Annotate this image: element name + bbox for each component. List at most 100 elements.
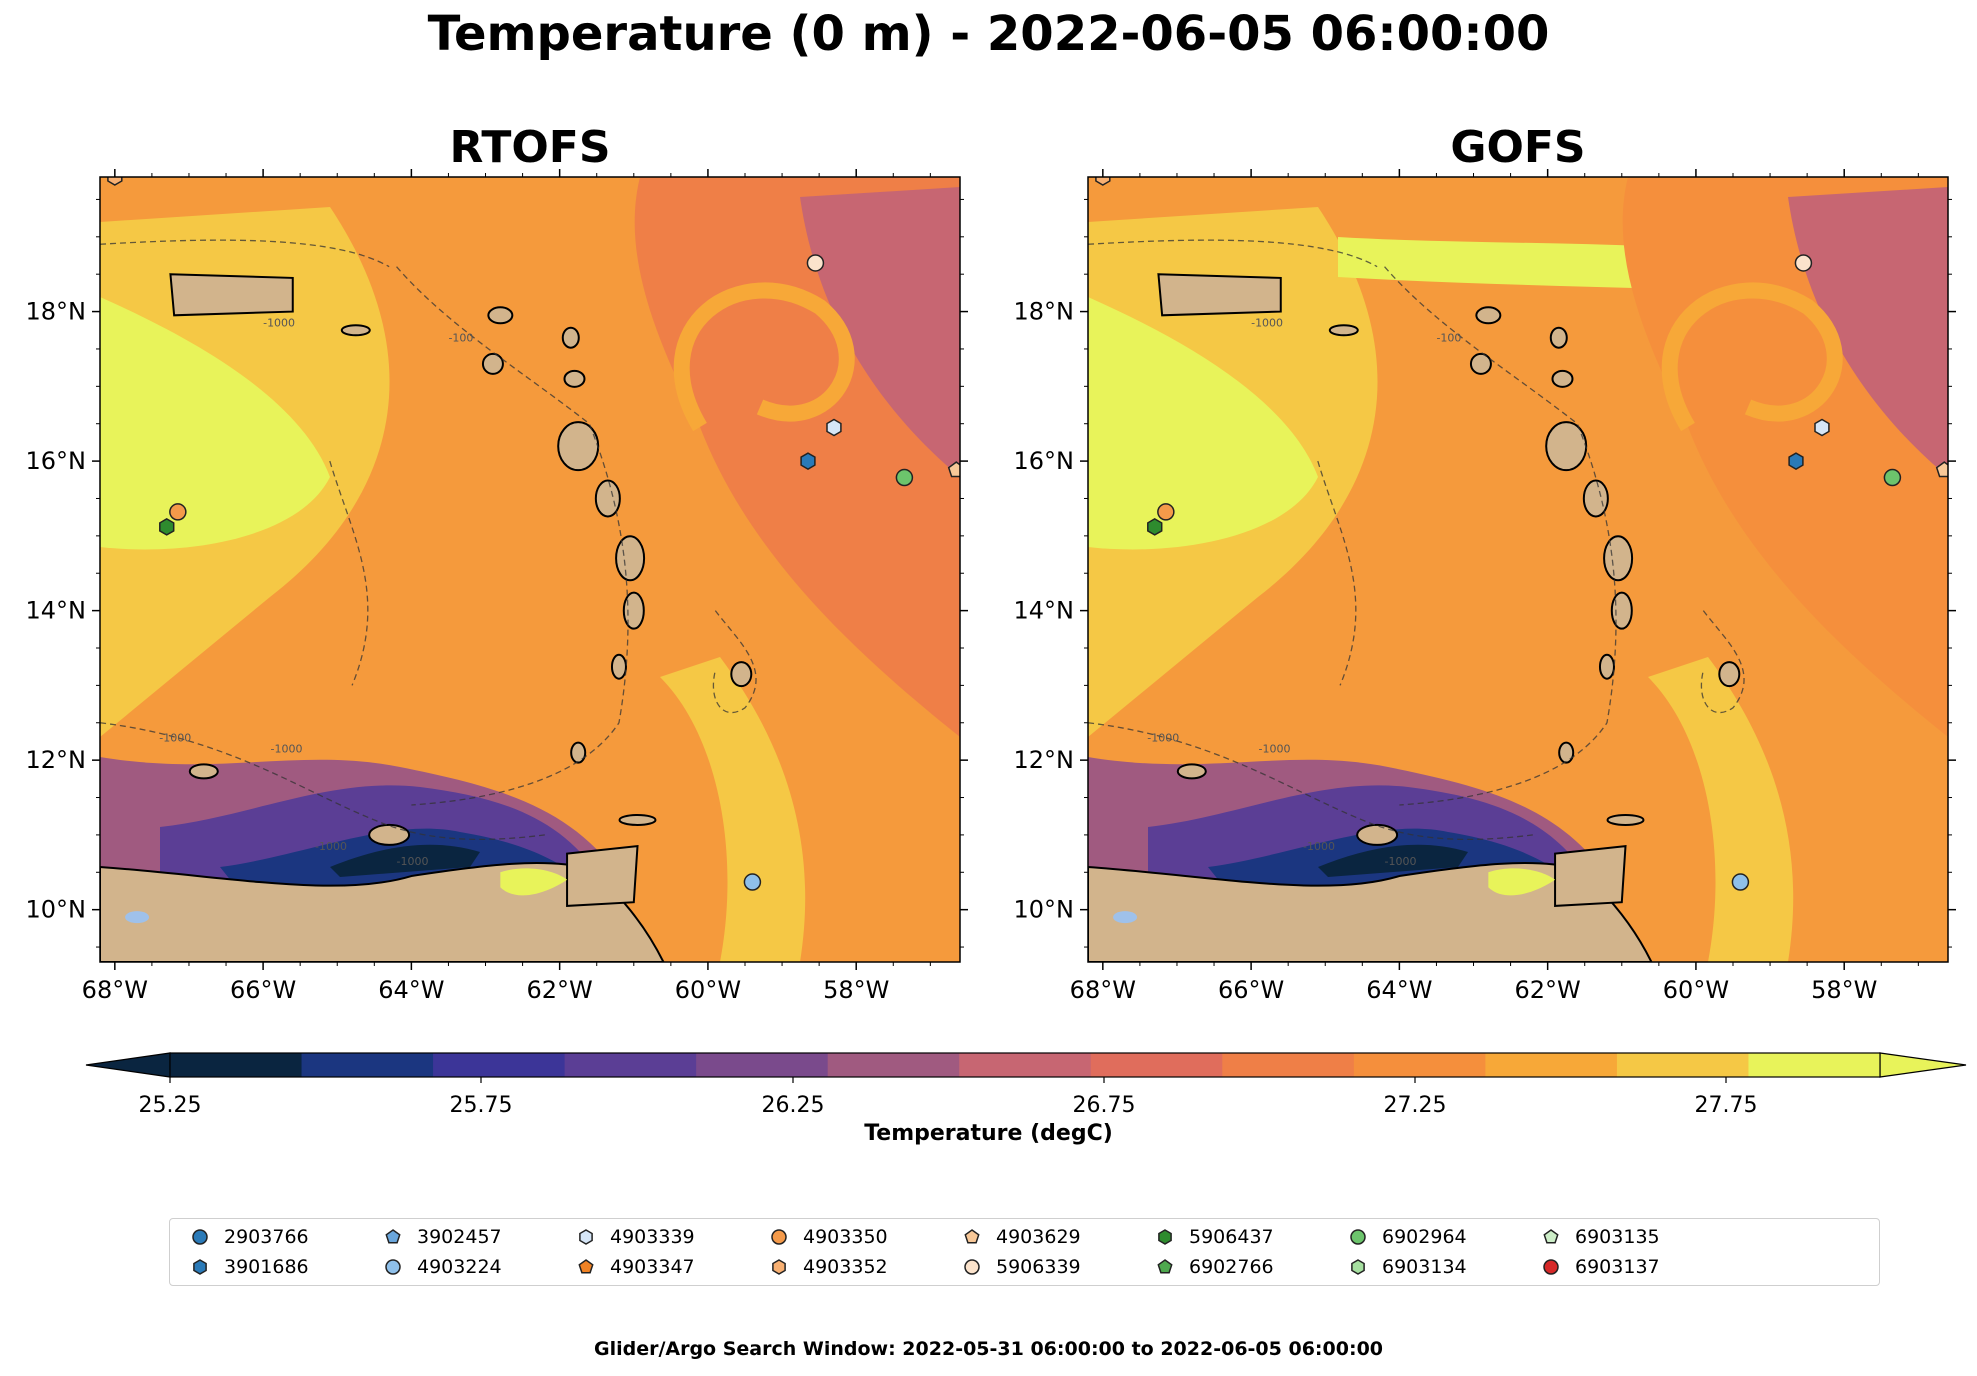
island bbox=[1558, 741, 1575, 764]
bathymetry-contour bbox=[396, 266, 629, 806]
legend-item-6903134: 6903134 bbox=[1348, 1253, 1467, 1281]
legend-marker bbox=[579, 1229, 593, 1245]
legend-label: 5906339 bbox=[996, 1256, 1081, 1278]
x-tick-label: 64°W bbox=[1366, 976, 1432, 1004]
pentagon-marker-icon bbox=[1543, 1229, 1559, 1244]
circle-marker-icon bbox=[192, 1229, 208, 1245]
legend-label: 3902457 bbox=[417, 1226, 502, 1248]
float-legend: 2903766 3901686 3902457 4903224 4903339 49033… bbox=[169, 1218, 1880, 1286]
map-panel-rtofs: -1000 -1000 -1000 -1000 -100 -1000 68°W 66°W 64°… bbox=[26, 169, 968, 1004]
circle-marker-icon bbox=[385, 1259, 401, 1275]
gulf-of-paria-warm bbox=[1488, 868, 1556, 896]
x-tick-label: 58°W bbox=[823, 976, 889, 1004]
island bbox=[730, 661, 753, 688]
legend-label: 4903350 bbox=[803, 1226, 888, 1248]
island bbox=[615, 535, 646, 582]
hexagon-marker-icon bbox=[1351, 1259, 1365, 1275]
figure-title: Temperature (0 m) - 2022-06-05 06:00:00 bbox=[427, 6, 1550, 62]
legend-label: 4903352 bbox=[803, 1256, 888, 1278]
y-tick-label: 16°N bbox=[1014, 447, 1075, 475]
legend-label: 5906437 bbox=[1189, 1226, 1274, 1248]
island bbox=[340, 324, 371, 337]
bathymetry-contour bbox=[100, 722, 545, 841]
float-marker-4903352 bbox=[1095, 177, 1111, 186]
y-tick-label: 10°N bbox=[1014, 896, 1075, 924]
float-marker-6902964 bbox=[1883, 468, 1902, 487]
pentagon-marker-icon bbox=[1157, 1259, 1173, 1274]
legend-label: 4903629 bbox=[996, 1226, 1081, 1248]
island bbox=[1328, 324, 1359, 337]
legend-item-4903352: 4903352 bbox=[769, 1253, 888, 1281]
hexagon-marker-icon bbox=[193, 1259, 207, 1275]
colorbar: 25.25 25.75 26.25 26.75 27.25 27.75 bbox=[85, 1052, 1967, 1118]
island bbox=[481, 352, 504, 375]
island bbox=[1356, 823, 1399, 846]
island bbox=[1610, 591, 1633, 630]
legend-item-6903135: 6903135 bbox=[1541, 1223, 1660, 1251]
temperature-field: -1000 -1000 -1000 -1000 -100 -1000 bbox=[100, 177, 960, 962]
bathymetry-contour bbox=[1384, 266, 1617, 806]
legend-item-4903224: 4903224 bbox=[383, 1253, 502, 1281]
legend-marker bbox=[1157, 1259, 1173, 1274]
float-marker-4903339 bbox=[826, 418, 842, 437]
y-tick-label: 14°N bbox=[1014, 597, 1075, 625]
cooler-patch-east bbox=[800, 187, 960, 477]
y-tick-label: 12°N bbox=[26, 746, 87, 774]
contour-label: -1000 bbox=[397, 855, 429, 868]
colorbar-label: Temperature (degC) bbox=[864, 1121, 1113, 1146]
circle-marker-icon bbox=[964, 1259, 980, 1275]
island bbox=[1606, 813, 1645, 826]
contour-label: -1000 bbox=[1147, 731, 1179, 744]
y-tick-label: 12°N bbox=[1014, 746, 1075, 774]
eddy-swirl bbox=[673, 282, 855, 432]
legend-item-5906437: 5906437 bbox=[1155, 1223, 1274, 1251]
float-marker-5906437 bbox=[1147, 518, 1163, 536]
legend-label: 4903339 bbox=[610, 1226, 695, 1248]
colorbar-segment bbox=[696, 1053, 829, 1077]
colorbar-segment bbox=[1485, 1053, 1618, 1077]
float-marker-4903350 bbox=[1157, 503, 1175, 521]
legend-marker bbox=[1543, 1259, 1559, 1275]
island bbox=[487, 306, 514, 325]
colorbar-extend-high bbox=[1879, 1052, 1967, 1078]
coldest-spot-south bbox=[330, 844, 480, 877]
island bbox=[1549, 326, 1568, 349]
island bbox=[368, 823, 411, 846]
legend-label: 6902766 bbox=[1189, 1256, 1274, 1278]
float-marker-5906339 bbox=[1794, 254, 1813, 272]
island bbox=[594, 479, 621, 518]
bathymetry-contour bbox=[1088, 239, 1378, 268]
float-marker-4903350 bbox=[169, 503, 187, 521]
panel-title-rtofs: RTOFS bbox=[449, 122, 611, 173]
lake-valencia bbox=[125, 911, 150, 924]
legend-marker bbox=[964, 1229, 980, 1244]
colorbar-tick-label: 25.25 bbox=[139, 1093, 202, 1118]
y-tick-label: 10°N bbox=[26, 896, 87, 924]
float-marker-4903224 bbox=[743, 873, 762, 891]
land-trinidad bbox=[566, 844, 639, 907]
contour-label: -1000 bbox=[1251, 317, 1283, 330]
warm-strip-southeast bbox=[660, 657, 806, 962]
legend-marker bbox=[193, 1259, 207, 1275]
circle-marker-icon bbox=[771, 1229, 787, 1245]
x-tick-label: 68°W bbox=[82, 976, 148, 1004]
legend-label: 6903135 bbox=[1575, 1226, 1660, 1248]
legend-marker bbox=[1158, 1229, 1172, 1245]
y-tick-label: 18°N bbox=[1014, 298, 1075, 326]
hexagon-marker-icon bbox=[772, 1259, 786, 1275]
colorbar-extend-low bbox=[85, 1052, 171, 1078]
cooler-patch-east bbox=[1788, 187, 1948, 477]
map-frame bbox=[99, 176, 961, 963]
island bbox=[1582, 479, 1609, 518]
legend-item-6902766: 6902766 bbox=[1155, 1253, 1274, 1281]
colorbar-tick-label: 27.25 bbox=[1384, 1093, 1447, 1118]
contour-label: -1000 bbox=[1385, 855, 1417, 868]
hexagon-marker-icon bbox=[579, 1229, 593, 1245]
eddy-swirl bbox=[1661, 282, 1843, 432]
colorbar-segment bbox=[433, 1053, 566, 1077]
colorbar-segment bbox=[1090, 1053, 1223, 1077]
contour-label: -1000 bbox=[315, 840, 347, 853]
x-tick-label: 60°W bbox=[1663, 976, 1729, 1004]
legend-label: 3901686 bbox=[224, 1256, 309, 1278]
colorbar-tick-label: 26.25 bbox=[762, 1093, 825, 1118]
